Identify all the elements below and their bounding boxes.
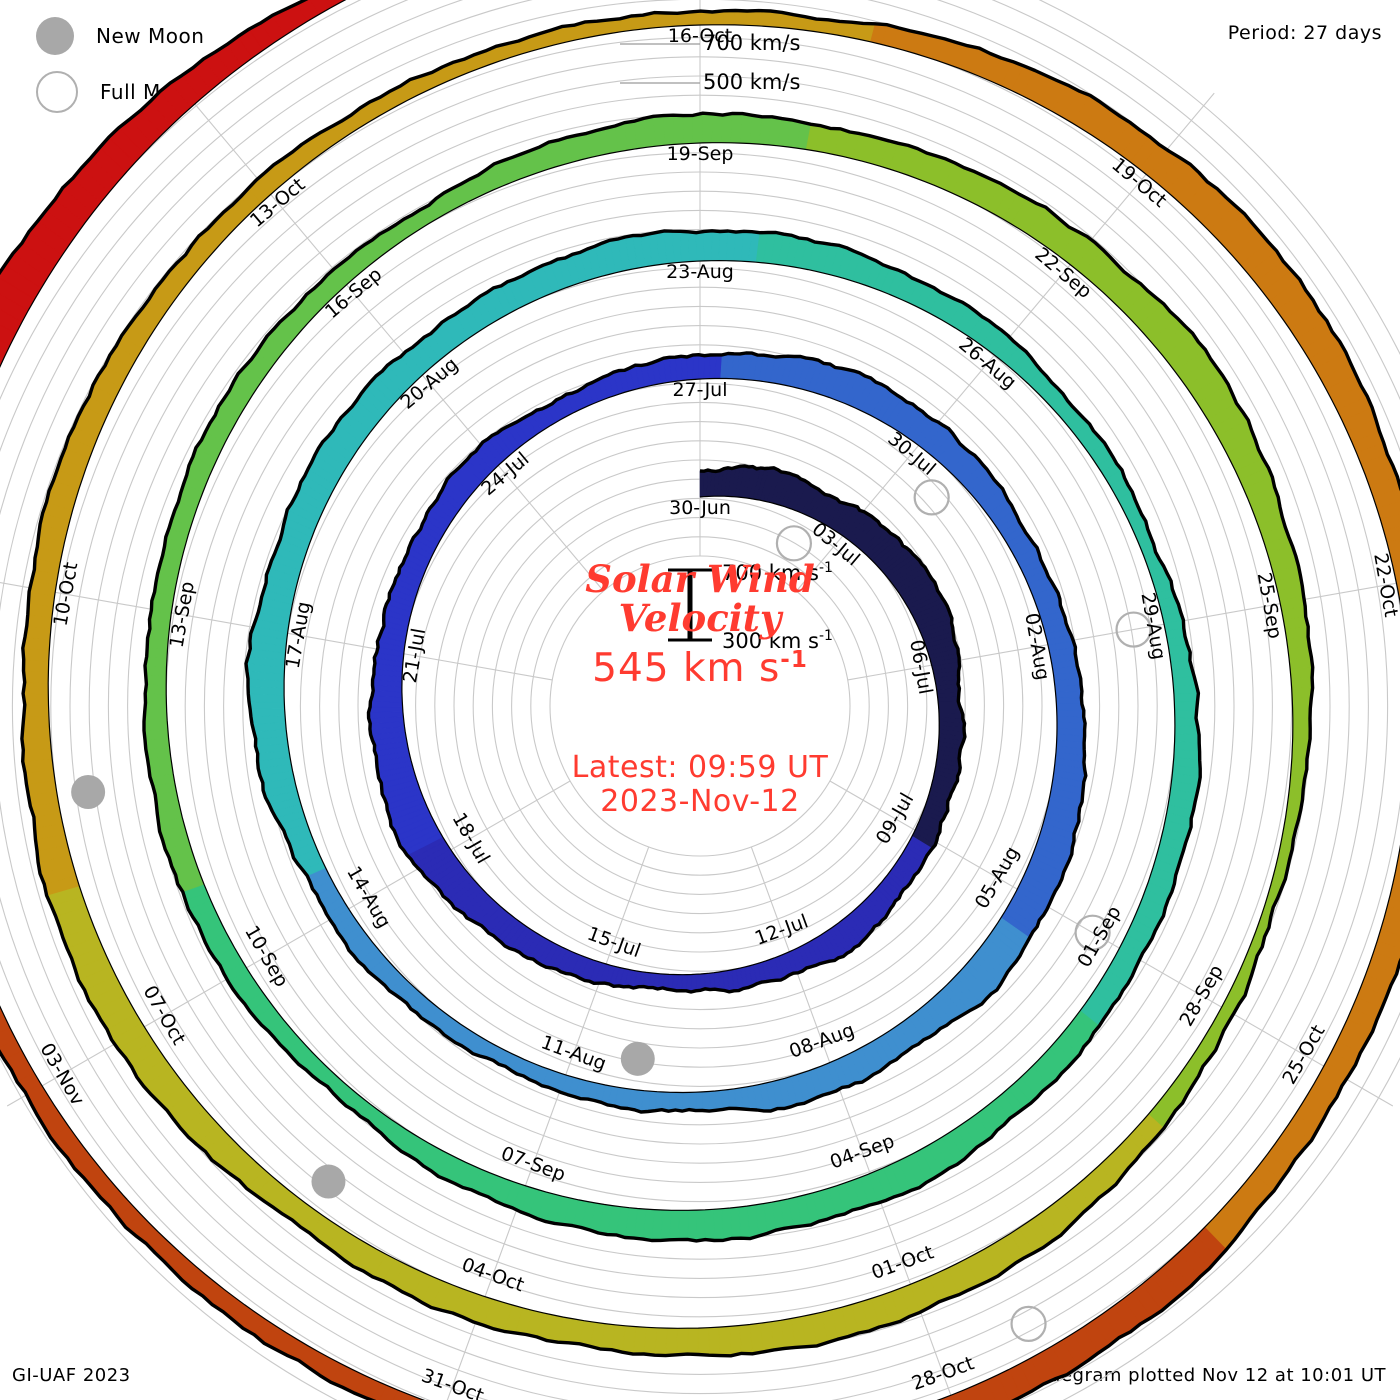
scale-label-700: 700 km/s xyxy=(703,31,800,55)
date-tick-label: 19-Sep xyxy=(667,143,734,165)
full-moon-marker xyxy=(1010,1305,1047,1343)
date-tick-label: 23-Aug xyxy=(666,261,734,283)
date-tick-label: 27-Jul xyxy=(672,379,727,401)
scale-bar-top-label: 700 km s-1 xyxy=(722,560,833,585)
date-tick-label: 31-Oct xyxy=(419,1365,487,1400)
scale-bar-bottom-label: 300 km s-1 xyxy=(722,628,833,653)
period-label: Period: 27 days xyxy=(1227,22,1382,44)
full-moon-marker xyxy=(1074,914,1111,951)
scale-label-500: 500 km/s xyxy=(703,70,800,94)
full-moon-icon xyxy=(36,71,78,113)
new-moon-marker xyxy=(311,1164,346,1199)
full-moon-marker xyxy=(1115,611,1152,648)
legend-label-new-moon: New Moon xyxy=(96,24,205,48)
new-moon-marker xyxy=(620,1041,655,1076)
date-tick-label: 16-Oct xyxy=(668,25,732,47)
credit-label: GI-UAF 2023 xyxy=(12,1365,131,1386)
date-tick-label: 12-Jul xyxy=(752,910,811,949)
date-tick-label: 15-Jul xyxy=(584,923,643,962)
full-moon-marker xyxy=(775,525,813,562)
top-scale-callouts: 700 km/s 500 km/s xyxy=(703,31,800,94)
moon-phase-markers xyxy=(71,479,1152,1343)
plotted-timestamp-label: Condegram plotted Nov 12 at 10:01 UT xyxy=(1012,1365,1386,1386)
date-tick-label: 30-Jun xyxy=(669,497,731,519)
full-moon-marker xyxy=(913,479,950,516)
legend-item-new-moon: New Moon xyxy=(22,8,204,64)
date-tick-label: 07-Sep xyxy=(498,1142,568,1186)
new-moon-marker xyxy=(71,774,106,809)
velocity-scale-bar: 700 km s-1 300 km s-1 xyxy=(668,560,833,653)
new-moon-icon xyxy=(36,17,74,55)
